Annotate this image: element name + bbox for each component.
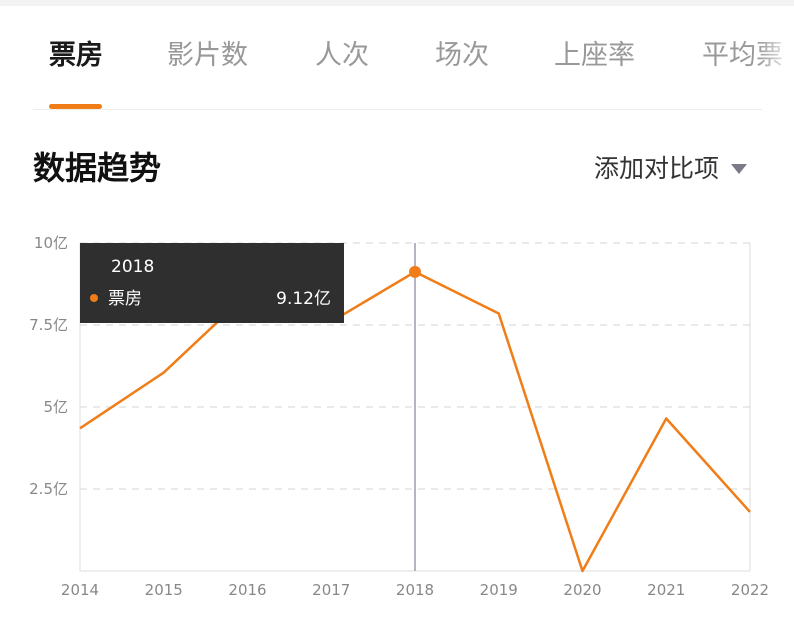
- section-title: 数据趋势: [33, 149, 162, 187]
- x-tick-label: 2022: [731, 581, 769, 599]
- x-tick-label: 2020: [563, 581, 601, 599]
- y-tick-label: 10亿: [34, 234, 68, 252]
- active-tab-indicator: [49, 104, 102, 109]
- top-status-strip: [0, 0, 794, 6]
- y-tick-label: 5亿: [43, 398, 68, 416]
- x-tick-label: 2016: [228, 581, 266, 599]
- y-tick-label: 2.5亿: [29, 480, 68, 498]
- x-tick-label: 2021: [647, 581, 685, 599]
- x-tick-label: 2019: [480, 581, 518, 599]
- x-tick-label: 2015: [145, 581, 183, 599]
- tab-film-count[interactable]: 影片数: [167, 40, 248, 71]
- chart-tooltip: 2018 票房 9.12亿: [80, 243, 344, 323]
- tab-screenings[interactable]: 场次: [435, 40, 489, 71]
- y-tick-label: 7.5亿: [29, 316, 68, 334]
- tabs-fade-edge: [758, 30, 794, 100]
- tab-box-office[interactable]: 票房: [49, 40, 103, 71]
- add-compare-button[interactable]: 添加对比项: [594, 154, 748, 184]
- tab-admissions[interactable]: 人次: [315, 40, 369, 71]
- highlighted-data-point[interactable]: [409, 265, 421, 278]
- x-tick-label: 2018: [396, 581, 434, 599]
- x-tick-label: 2014: [61, 581, 99, 599]
- tooltip-value: 9.12亿: [276, 289, 331, 309]
- tab-occupancy[interactable]: 上座率: [554, 40, 635, 71]
- tooltip-box: [80, 243, 344, 323]
- caret-down-icon: [731, 164, 748, 174]
- tooltip-series-dot: [90, 294, 98, 302]
- x-tick-label: 2017: [312, 581, 350, 599]
- tab-divider: [33, 109, 762, 110]
- tooltip-series-name: 票房: [108, 289, 142, 309]
- add-compare-label: 添加对比项: [594, 154, 720, 183]
- tooltip-category: 2018: [111, 257, 154, 277]
